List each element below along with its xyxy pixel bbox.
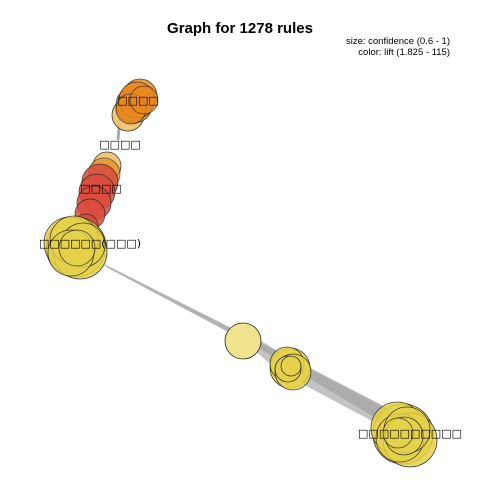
label-bottom-right: □□□□□□□□□□ [358,427,462,440]
edge-band-mid [230,330,395,428]
graph-title: Graph for 1278 rules [167,20,313,37]
node-pale-middle [224,322,262,360]
label-top-cluster: □□□□ [117,94,159,107]
edges [100,117,420,440]
node-cluster-center [269,346,312,391]
node-cluster-bottom-right [370,401,438,468]
label-mid-cluster: □□□□ [80,182,122,195]
label-upper-item: □□□□ [99,138,141,151]
legend-color: color: lift (1.825 - 115) [358,47,450,58]
node-cluster-top [111,78,159,132]
node-cluster-left [43,215,108,280]
legend-size: size: confidence (0.6 - 1) [345,36,450,47]
label-left-cluster: □□□□□□(□□□) [39,237,141,250]
legend: size: confidence (0.6 - 1) color: lift (… [346,36,450,58]
node-labels: □□□□ □□□□ □□□□ □□□□□□(□□□) □□□□□□□□□□ [39,94,462,440]
